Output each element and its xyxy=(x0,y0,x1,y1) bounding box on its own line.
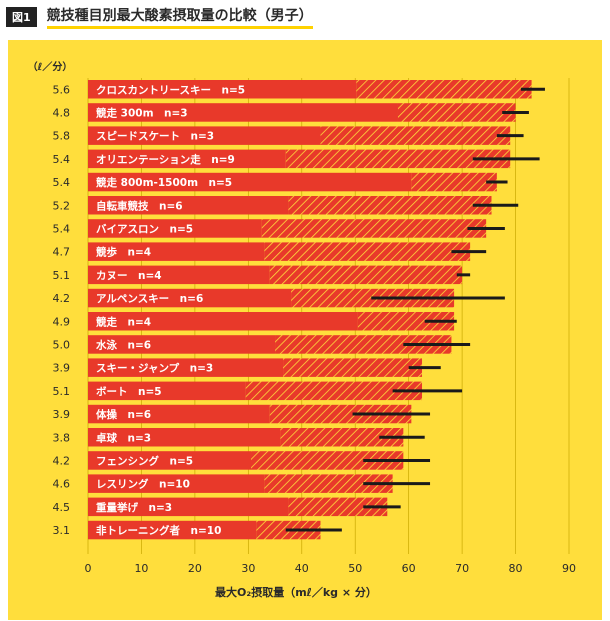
liters-per-min-label: 4.5 xyxy=(53,501,71,514)
bar-hatched xyxy=(357,312,455,331)
bar-hatched xyxy=(356,80,532,99)
category-label: オリエンテーション走 n=9 xyxy=(96,153,235,166)
bar-solid xyxy=(88,312,358,331)
liters-per-min-label: 5.2 xyxy=(53,199,71,212)
bar-hatched xyxy=(269,265,463,285)
bar-hatched xyxy=(269,404,412,424)
x-tick-label: 40 xyxy=(295,562,309,575)
liters-per-min-label: 4.7 xyxy=(53,246,71,259)
bar-solid xyxy=(88,381,246,401)
liters-per-min-label: 5.1 xyxy=(53,385,71,398)
x-tick-label: 50 xyxy=(348,562,362,575)
category-label: スピードスケート n=3 xyxy=(96,131,214,143)
category-label: レスリング n=10 xyxy=(96,478,190,491)
category-label: 競歩 n=4 xyxy=(96,246,151,259)
x-tick-label: 30 xyxy=(241,562,255,575)
bar-layer xyxy=(88,80,532,540)
category-label: バイアスロン n=5 xyxy=(96,223,193,235)
category-label: 重量挙げ n=3 xyxy=(96,501,172,514)
bar-hatched xyxy=(251,451,404,470)
bar-hatched xyxy=(280,428,404,447)
bar-hatched xyxy=(288,196,492,215)
category-label: 競走 n=4 xyxy=(96,315,151,328)
liters-per-min-label: 4.8 xyxy=(53,106,71,119)
category-label: 体操 n=6 xyxy=(96,408,151,421)
x-axis-label: 最大O₂摂取量（mℓ／kg × 分） xyxy=(215,585,377,599)
bar-hatched xyxy=(261,219,487,238)
vo2max-bar-chart: 0 10 20 30 40 50 60 70 80 90 クロスカントリースキー n=5 5.6 競走 … xyxy=(28,60,577,599)
x-tick-label: 0 xyxy=(85,562,92,575)
category-label: 水泳 n=6 xyxy=(95,338,151,351)
liters-per-min-label: 3.1 xyxy=(53,524,71,537)
liters-per-min-label: 3.9 xyxy=(53,408,71,421)
x-tick-label: 90 xyxy=(562,562,576,575)
liters-per-min-label: 5.6 xyxy=(53,83,71,96)
bar-hatched xyxy=(397,103,516,122)
liters-per-min-label: 4.2 xyxy=(53,454,71,467)
bar-solid xyxy=(88,520,257,540)
category-label: 自転車競技 n=6 xyxy=(96,199,183,212)
bar-solid xyxy=(88,80,357,99)
bar-hatched xyxy=(320,126,511,145)
liters-per-min-label: 4.6 xyxy=(53,478,71,491)
bar-hatched xyxy=(275,335,452,354)
bar-hatched xyxy=(285,149,511,169)
whisker-layer xyxy=(285,87,545,532)
bar-solid xyxy=(88,149,286,169)
liters-per-min-label: 4.2 xyxy=(53,292,71,305)
liters-per-min-label: 5.4 xyxy=(53,176,71,189)
bar-solid xyxy=(88,196,289,215)
category-label: アルペンスキー n=6 xyxy=(96,293,203,305)
category-label: 競走 300m n=3 xyxy=(96,106,188,119)
liters-per-min-label: 5.4 xyxy=(53,222,71,235)
x-tick-label: 80 xyxy=(509,562,523,575)
bar-solid xyxy=(88,358,284,377)
bar-solid xyxy=(88,428,281,447)
liters-per-min-label: 5.0 xyxy=(53,338,71,351)
category-label: スキー・ジャンプ n=3 xyxy=(96,362,213,375)
liters-per-min-label: 4.9 xyxy=(53,315,71,328)
category-label: 卓球 n=3 xyxy=(96,431,151,444)
bar-solid xyxy=(88,335,276,354)
bar-solid xyxy=(88,451,252,470)
liters-per-min-label: 3.9 xyxy=(53,362,71,375)
bar-hatched xyxy=(411,172,497,192)
figure-header: 図1 競技種目別最大酸素摂取量の比較（男子） xyxy=(6,5,313,29)
category-label: 競走 800m-1500m n=5 xyxy=(96,176,232,189)
bar-hatched xyxy=(245,381,423,401)
chart-panel: 0 10 20 30 40 50 60 70 80 90 クロスカントリースキー n=5 5.6 競走 … xyxy=(8,40,602,620)
category-label: クロスカントリースキー n=5 xyxy=(96,84,245,96)
category-label: カヌー n=4 xyxy=(96,270,162,282)
bar-solid xyxy=(88,474,265,493)
bar-solid xyxy=(88,288,292,308)
figure-title: 競技種目別最大酸素摂取量の比較（男子） xyxy=(46,5,313,29)
x-tick-label: 70 xyxy=(455,562,469,575)
bar-solid xyxy=(88,219,262,238)
bar-hatched xyxy=(283,358,423,377)
bar-hatched xyxy=(288,497,388,517)
bar-solid xyxy=(88,103,398,122)
liters-per-min-label: 5.8 xyxy=(53,130,71,143)
figure-badge: 図1 xyxy=(6,7,37,27)
x-tick-label: 20 xyxy=(188,562,202,575)
liters-per-min-label: 5.4 xyxy=(53,153,71,166)
category-label: フェンシング n=5 xyxy=(96,454,193,467)
bar-solid xyxy=(88,126,321,145)
x-tick-label: 10 xyxy=(134,562,148,575)
bar-solid xyxy=(88,497,289,517)
bar-hatched xyxy=(264,474,393,493)
y-unit-label: （ℓ／分） xyxy=(28,60,73,73)
x-tick-label: 60 xyxy=(402,562,416,575)
bar-solid xyxy=(88,242,265,261)
liters-per-min-label: 5.1 xyxy=(53,269,71,282)
bar-hatched xyxy=(264,242,471,261)
bar-solid xyxy=(88,265,270,285)
liters-per-min-label: 3.8 xyxy=(53,431,71,444)
bar-solid xyxy=(88,404,270,424)
label-layer: 0 10 20 30 40 50 60 70 80 90 クロスカントリースキー n=5 5.6 競走 … xyxy=(53,83,577,575)
category-label: ボート n=5 xyxy=(96,385,162,398)
category-label: 非トレーニング者 n=10 xyxy=(96,524,221,537)
bar-solid xyxy=(88,172,412,192)
